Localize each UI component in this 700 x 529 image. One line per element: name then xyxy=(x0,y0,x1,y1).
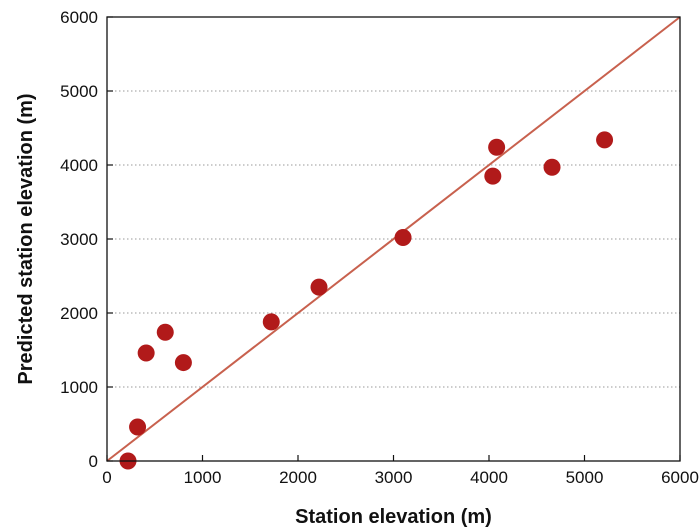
x-tick-labels: 0 1000 2000 3000 4000 5000 6000 xyxy=(102,468,699,487)
y-tick-label: 5000 xyxy=(60,82,98,101)
y-tick-label: 6000 xyxy=(60,8,98,27)
axis-ticks xyxy=(106,16,681,462)
x-tick-label: 0 xyxy=(102,468,111,487)
y-tick-label: 0 xyxy=(89,452,98,471)
y-tick-label: 2000 xyxy=(60,304,98,323)
data-point xyxy=(262,313,280,331)
identity-line-layer xyxy=(106,16,681,462)
data-point xyxy=(156,323,174,341)
x-tick-label: 5000 xyxy=(566,468,604,487)
data-point xyxy=(174,354,192,372)
data-point xyxy=(488,138,506,156)
x-tick-label: 3000 xyxy=(375,468,413,487)
y-tick-label: 4000 xyxy=(60,156,98,175)
y-axis-title: Predicted station elevation (m) xyxy=(15,93,37,384)
data-point xyxy=(484,167,502,185)
y-tick-label: 1000 xyxy=(60,378,98,397)
x-tick-label: 2000 xyxy=(279,468,317,487)
data-point xyxy=(137,344,155,362)
identity-line xyxy=(106,16,681,462)
x-tick-label: 1000 xyxy=(184,468,222,487)
y-tick-labels: 0 1000 2000 3000 4000 5000 6000 xyxy=(60,8,98,471)
x-tick-label: 6000 xyxy=(661,468,699,487)
data-point xyxy=(129,418,147,436)
data-points xyxy=(119,131,614,470)
data-point xyxy=(543,158,561,176)
data-point xyxy=(310,278,328,296)
data-point xyxy=(596,131,614,149)
data-point xyxy=(394,229,412,247)
x-axis-title: Station elevation (m) xyxy=(295,506,492,528)
x-tick-label: 4000 xyxy=(470,468,508,487)
y-tick-label: 3000 xyxy=(60,230,98,249)
